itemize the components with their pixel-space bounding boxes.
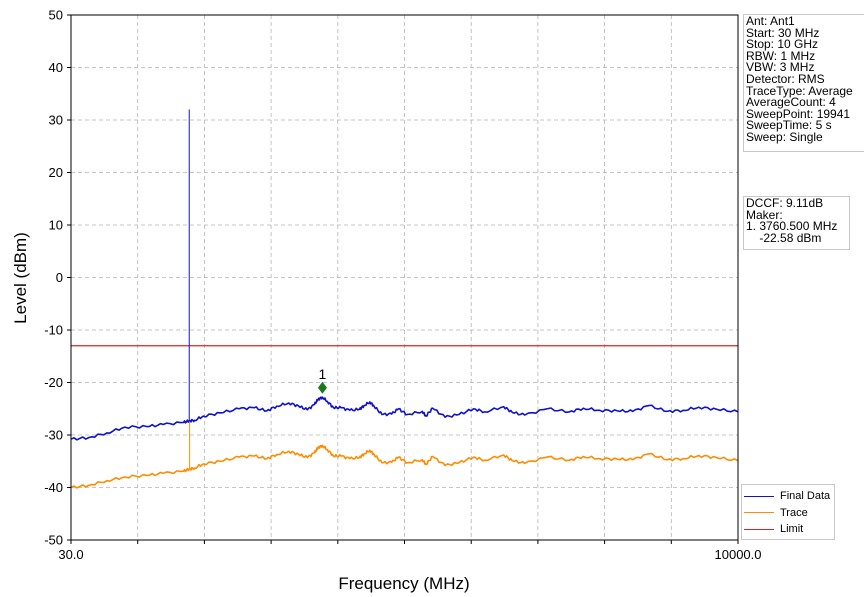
marker-diamond	[317, 381, 327, 394]
x-tick-label: 10000.0	[715, 547, 762, 562]
legend-swatch	[744, 528, 774, 530]
marker-info-line: 1. 3760.500 MHz	[746, 219, 838, 234]
marker-label: 1	[319, 366, 327, 382]
legend-item: Limit	[744, 521, 803, 537]
legend-item: Final Data	[744, 488, 830, 504]
grid	[71, 15, 738, 540]
settings-line: Stop: 10 GHz	[746, 37, 819, 52]
legend-label: Limit	[780, 523, 804, 535]
series-line-final-data	[70, 396, 739, 441]
legend-swatch	[744, 495, 774, 497]
settings-line: TraceType: Average	[746, 83, 853, 98]
y-tick-label: -50	[44, 533, 63, 548]
settings-line: AverageCount: 4	[746, 95, 836, 110]
legend: Final Data Trace Limit	[741, 484, 835, 540]
legend-label: Trace	[780, 506, 808, 519]
marker-info-line: -22.58 dBm	[746, 230, 822, 245]
y-tick-label: -10	[44, 323, 63, 338]
marker-group: 1	[317, 366, 327, 394]
y-tick-label: 30	[49, 113, 63, 128]
y-tick-label: 40	[49, 60, 63, 75]
y-axis-label: Level (dBm)	[11, 232, 30, 324]
settings-line: Sweep: Single	[746, 129, 823, 144]
y-tick-label: -20	[44, 375, 63, 390]
y-axis-ticks: -50 -40 -30 -20 -10 0 10 20 30 40 50	[44, 8, 71, 548]
series-line-trace	[70, 444, 739, 489]
settings-line: RBW: 1 MHz	[746, 48, 816, 63]
legend-swatch	[744, 512, 774, 513]
settings-info-panel: Ant: Ant1 Start: 30 MHz Stop: 10 GHz RBW: 1…	[743, 14, 864, 152]
x-tick-label: 30.0	[58, 547, 83, 562]
settings-line: Start: 30 MHz	[746, 25, 820, 40]
series-group	[70, 109, 739, 489]
marker-info-line: DCCF: 9.11dB	[746, 196, 824, 210]
settings-line: SweepTime: 5 s	[746, 118, 832, 133]
x-axis-label: Frequency (MHz)	[338, 574, 469, 593]
settings-line: Detector: RMS	[746, 71, 825, 86]
legend-label: Final Data	[780, 490, 831, 502]
y-tick-label: 20	[49, 165, 63, 180]
plot-frame	[70, 14, 739, 541]
y-tick-label: 10	[49, 218, 63, 233]
x-axis-ticks: 30.0 10000.0	[58, 540, 762, 562]
legend-item: Trace	[744, 505, 808, 521]
y-tick-label: 50	[49, 8, 63, 23]
y-tick-label: 0	[56, 270, 63, 285]
y-tick-label: -40	[44, 480, 63, 495]
settings-line: VBW: 3 MHz	[746, 60, 815, 75]
settings-line: Ant: Ant1	[746, 14, 795, 28]
marker-info-line: Maker:	[746, 207, 783, 222]
y-tick-label: -30	[44, 428, 63, 443]
marker-info-panel: DCCF: 9.11dB Maker: 1. 3760.500 MHz -22.58…	[743, 196, 850, 250]
settings-line: SweepPoint: 19941	[746, 106, 851, 121]
